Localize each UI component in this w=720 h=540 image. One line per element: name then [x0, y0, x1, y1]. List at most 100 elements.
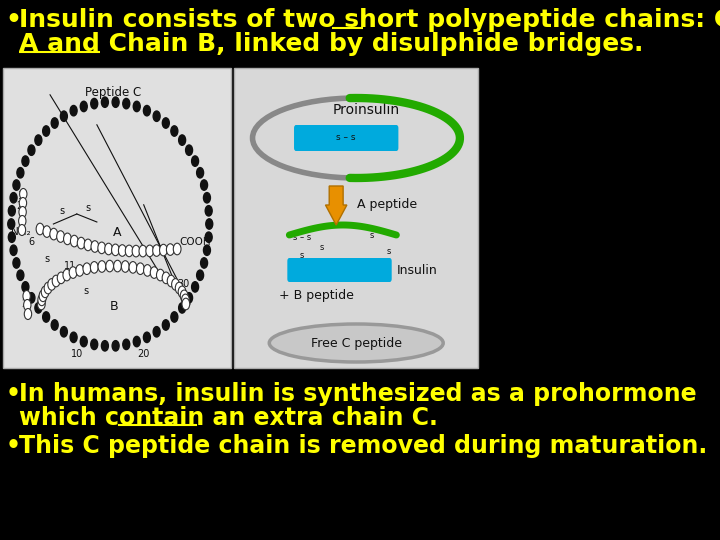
Ellipse shape — [269, 324, 444, 362]
Circle shape — [204, 245, 210, 255]
Circle shape — [139, 245, 147, 257]
Circle shape — [9, 232, 15, 242]
Text: 11: 11 — [64, 261, 76, 271]
Circle shape — [8, 219, 14, 229]
Circle shape — [91, 241, 99, 252]
Circle shape — [13, 258, 20, 268]
Text: which contain an extra chain C.: which contain an extra chain C. — [19, 406, 438, 430]
Text: s: s — [369, 231, 374, 240]
Circle shape — [91, 261, 98, 273]
Text: A peptide: A peptide — [357, 198, 417, 211]
Circle shape — [197, 270, 204, 280]
Circle shape — [24, 300, 31, 310]
Text: 1: 1 — [18, 191, 24, 201]
Circle shape — [18, 225, 26, 235]
Circle shape — [156, 269, 164, 281]
Circle shape — [186, 145, 192, 156]
Circle shape — [180, 290, 188, 302]
Text: Insulin: Insulin — [397, 264, 437, 276]
Text: 2: 2 — [16, 201, 22, 211]
Circle shape — [112, 244, 120, 255]
Circle shape — [205, 206, 212, 216]
Circle shape — [162, 118, 169, 128]
Text: 21: 21 — [152, 245, 165, 255]
Circle shape — [201, 180, 207, 190]
Circle shape — [60, 327, 68, 337]
Circle shape — [81, 336, 87, 347]
Circle shape — [129, 261, 137, 273]
Circle shape — [13, 180, 20, 190]
Text: A: A — [113, 226, 121, 239]
Circle shape — [28, 293, 35, 303]
Circle shape — [43, 226, 50, 238]
Circle shape — [178, 286, 186, 298]
Circle shape — [19, 198, 27, 208]
Circle shape — [186, 293, 192, 303]
Circle shape — [81, 101, 87, 112]
Circle shape — [22, 156, 29, 166]
Text: s – s: s – s — [293, 233, 311, 242]
Circle shape — [22, 282, 29, 292]
Text: Peptide C: Peptide C — [86, 86, 142, 99]
Circle shape — [204, 193, 210, 203]
Circle shape — [150, 267, 158, 278]
Text: + B peptide: + B peptide — [279, 288, 354, 301]
Text: •: • — [5, 8, 22, 32]
Circle shape — [98, 261, 106, 272]
Circle shape — [133, 336, 140, 347]
Circle shape — [112, 341, 119, 351]
Circle shape — [146, 245, 153, 256]
Circle shape — [38, 294, 45, 306]
Circle shape — [10, 245, 17, 255]
Circle shape — [162, 320, 169, 330]
Circle shape — [23, 291, 30, 301]
Text: This C peptide chain is removed during maturation.: This C peptide chain is removed during m… — [19, 434, 707, 458]
Text: s: s — [387, 246, 391, 255]
Circle shape — [137, 263, 144, 274]
Circle shape — [36, 223, 44, 235]
Circle shape — [205, 232, 212, 242]
Text: s: s — [45, 253, 50, 264]
Circle shape — [19, 206, 27, 218]
Circle shape — [174, 243, 181, 255]
Circle shape — [102, 97, 109, 107]
Circle shape — [24, 308, 32, 320]
Text: 1: 1 — [22, 289, 27, 299]
Circle shape — [143, 265, 151, 276]
Circle shape — [201, 258, 207, 268]
Text: Free C peptide: Free C peptide — [311, 336, 402, 349]
Circle shape — [70, 105, 77, 116]
FancyBboxPatch shape — [234, 68, 478, 368]
Circle shape — [181, 294, 189, 306]
Circle shape — [167, 275, 175, 287]
Circle shape — [50, 228, 58, 240]
Circle shape — [175, 282, 183, 294]
FancyBboxPatch shape — [287, 258, 392, 282]
Circle shape — [37, 298, 45, 310]
Text: Insulin consists of two short polypeptide chains: Chain: Insulin consists of two short polypeptid… — [19, 8, 720, 32]
Text: 30: 30 — [178, 279, 190, 289]
Circle shape — [123, 339, 130, 349]
Circle shape — [76, 265, 84, 276]
Circle shape — [60, 111, 68, 122]
Circle shape — [197, 167, 204, 178]
Circle shape — [17, 167, 24, 178]
Circle shape — [166, 244, 174, 255]
Circle shape — [192, 282, 199, 292]
Circle shape — [28, 145, 35, 156]
Text: s: s — [320, 244, 324, 253]
Circle shape — [143, 105, 150, 116]
Circle shape — [52, 275, 60, 287]
Circle shape — [171, 279, 179, 290]
Circle shape — [123, 98, 130, 109]
Text: •: • — [5, 382, 20, 406]
Circle shape — [125, 245, 133, 256]
Text: 6: 6 — [28, 237, 35, 247]
Text: s: s — [86, 203, 91, 213]
Circle shape — [104, 243, 112, 255]
Text: s: s — [84, 286, 89, 296]
Text: 20: 20 — [138, 349, 150, 359]
Text: 2: 2 — [22, 299, 28, 309]
Circle shape — [63, 269, 71, 281]
Text: 10: 10 — [71, 349, 83, 359]
